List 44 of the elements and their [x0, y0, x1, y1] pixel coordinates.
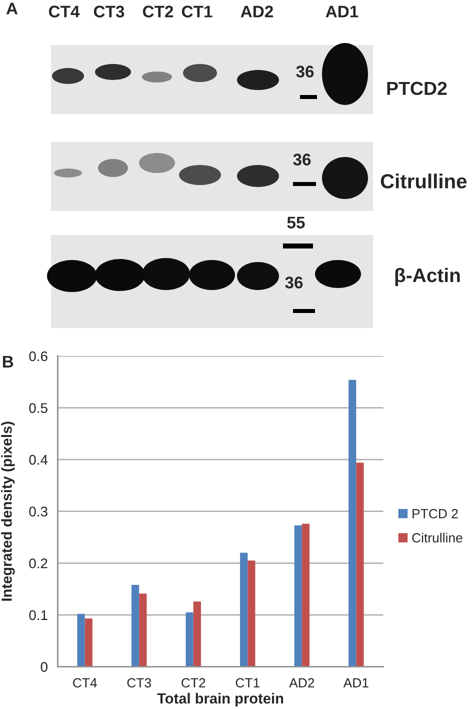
bar	[84, 618, 92, 667]
y-tick-label: 0.2	[29, 558, 48, 568]
bar	[186, 612, 194, 667]
y-tick-label: 0.1	[29, 610, 48, 620]
bar	[132, 584, 140, 667]
y-tick-label: 0.3	[29, 506, 48, 517]
y-tick-label: 0.5	[29, 403, 48, 413]
y-axis-title: Integrated density (pixels)	[1, 422, 15, 601]
y-tick-label: 0.6	[29, 351, 48, 362]
text: A	[6, 2, 18, 14]
text: β-Actin	[395, 268, 460, 286]
bar	[193, 601, 201, 667]
x-tick-label: CT3	[127, 678, 151, 688]
x-tick-label: CT1	[236, 678, 260, 688]
bar	[302, 524, 310, 667]
x-tick-label: AD1	[343, 678, 368, 688]
legend-label: PTCD 2	[412, 508, 458, 518]
text: CT3	[94, 6, 124, 18]
x-tick-label: CT4	[73, 678, 97, 688]
text: Citrulline	[380, 174, 467, 188]
bar	[294, 525, 302, 667]
bar	[248, 560, 256, 667]
text: AD2	[240, 6, 274, 18]
y-tick-label: 0.4	[29, 454, 48, 465]
bar	[77, 614, 85, 667]
text: PTCD2	[387, 82, 447, 96]
text: 36	[285, 276, 303, 288]
x-tick-label: AD2	[289, 678, 314, 688]
bar	[356, 462, 364, 667]
bar	[139, 594, 147, 667]
text: 36	[293, 154, 311, 166]
text: 36	[296, 66, 314, 78]
bar	[240, 552, 248, 667]
x-tick-label: CT2	[182, 678, 206, 688]
text: CT2	[142, 6, 174, 18]
legend-label: Citrulline	[412, 532, 462, 543]
x-axis-title: Total brain protein	[157, 692, 284, 706]
text: CT4	[48, 6, 80, 18]
y-tick-label: 0	[40, 662, 48, 672]
text: AD1	[326, 6, 358, 18]
bar	[348, 380, 356, 667]
chart-title: B	[2, 356, 14, 368]
text: CT1	[182, 6, 212, 18]
text: 55	[287, 216, 305, 228]
